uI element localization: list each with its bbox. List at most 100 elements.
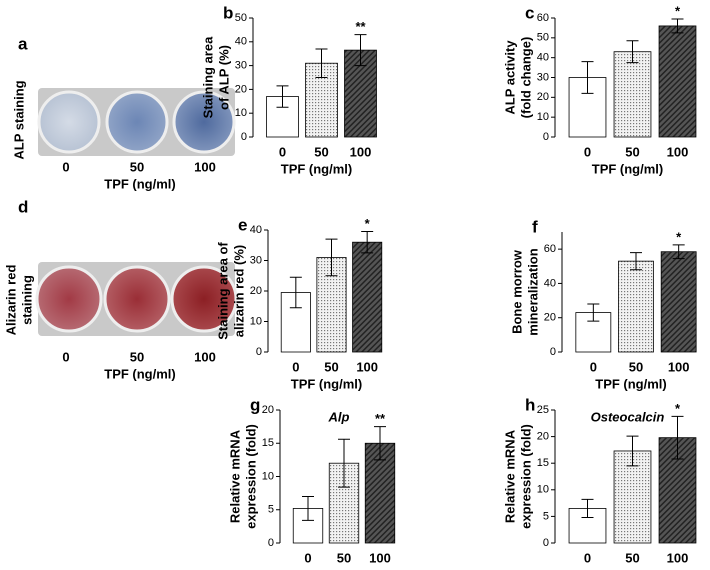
x-tick-label: 0 [584, 144, 591, 159]
significance-mark: ** [375, 411, 386, 426]
y-tick-label: 60 [544, 243, 556, 255]
photo-well [35, 265, 103, 333]
x-tick-label: 50 [130, 349, 144, 364]
x-axis-label: TPF (ng/ml) [592, 567, 664, 570]
error-bar [354, 34, 367, 67]
y-tick-label: 5 [268, 504, 274, 516]
y-tick-label: 20 [262, 404, 274, 416]
y-tick-label: 0 [256, 346, 262, 358]
y-tick-label: 10 [235, 107, 247, 119]
y-axis-label: Bone morrow [509, 249, 524, 334]
gene-label: Alp [328, 409, 350, 424]
x-tick-label: 50 [324, 359, 338, 374]
x-axis-label: TPF (ng/ml) [291, 376, 363, 391]
x-tick-label: 0 [279, 144, 286, 159]
error-bar [315, 48, 328, 78]
y-tick-label: 20 [537, 91, 549, 103]
x-tick-label: 0 [304, 550, 311, 565]
x-tick-label: 100 [350, 144, 372, 159]
y-tick-label: 10 [537, 484, 549, 496]
y-axis-label: alizarin red (%) [231, 245, 246, 337]
panel-letter: c [525, 3, 534, 22]
x-tick-label: 100 [194, 349, 216, 364]
y-tick-label: 25 [537, 404, 549, 416]
bar [658, 25, 697, 138]
x-tick-label: 100 [668, 359, 690, 374]
panel-letter: f [532, 217, 538, 236]
y-tick-label: 10 [250, 315, 262, 327]
x-tick-label: 50 [130, 159, 144, 174]
x-tick-label: 0 [62, 349, 69, 364]
y-axis-label: of ALP (%) [216, 45, 231, 110]
error-bar [325, 238, 338, 277]
x-tick-label: 50 [625, 144, 639, 159]
y-tick-label: 10 [262, 470, 274, 482]
error-bar [338, 438, 350, 488]
y-tick-label: 20 [250, 285, 262, 297]
y-tick-label: 40 [537, 52, 549, 64]
y-axis-label: Relative mRNA [502, 429, 517, 523]
x-tick-label: 0 [62, 159, 69, 174]
y-tick-label: 5 [543, 510, 549, 522]
x-tick-label: 100 [194, 159, 216, 174]
y-axis-label: expression (fold) [243, 424, 258, 529]
error-bar [587, 303, 600, 322]
error-bar [581, 498, 594, 518]
x-tick-label: 0 [584, 550, 591, 565]
y-tick-label: 30 [235, 60, 247, 72]
photo-label: ALP staining [11, 80, 26, 159]
bar [352, 241, 383, 353]
y-tick-label: 60 [537, 12, 549, 24]
y-tick-label: 20 [235, 83, 247, 95]
error-bar [626, 40, 639, 64]
y-axis-label: (fold change) [518, 37, 533, 119]
error-bar [626, 435, 639, 467]
y-tick-label: 20 [544, 312, 556, 324]
photo-well [37, 90, 101, 154]
photo-label: Alizarin red [3, 265, 18, 336]
photo-well [105, 90, 169, 154]
x-tick-label: 100 [667, 550, 689, 565]
photo-label: staining [19, 275, 34, 325]
x-tick-label: 100 [369, 550, 391, 565]
error-bar [581, 61, 594, 94]
bar [613, 51, 652, 138]
y-tick-label: 30 [537, 71, 549, 83]
y-axis-label: Staining area [200, 36, 215, 118]
bar [613, 450, 652, 544]
y-tick-label: 0 [543, 131, 549, 143]
x-axis-label: TPF (ng/ml) [592, 161, 664, 176]
y-tick-label: 40 [235, 36, 247, 48]
y-tick-label: 50 [537, 32, 549, 44]
y-axis-label: Relative mRNA [227, 429, 242, 523]
y-tick-label: 50 [235, 12, 247, 24]
x-axis-label: TPF (ng/ml) [303, 567, 375, 570]
photo-well [172, 90, 236, 154]
x-tick-label: 50 [629, 359, 643, 374]
y-tick-label: 0 [550, 346, 556, 358]
photo-well [170, 265, 238, 333]
error-bar [276, 85, 289, 108]
error-bar [289, 276, 302, 309]
x-axis-label: TPF (ng/ml) [595, 376, 667, 391]
panel-letter: a [18, 34, 28, 53]
y-tick-label: 20 [537, 431, 549, 443]
x-axis-label: TPF (ng/ml) [104, 176, 176, 191]
x-tick-label: 100 [356, 359, 378, 374]
error-bar [630, 252, 642, 271]
x-tick-label: 0 [590, 359, 597, 374]
y-axis-label: ALP activity [502, 40, 517, 115]
x-tick-label: 50 [337, 550, 351, 565]
y-axis-label: mineralization [525, 248, 540, 335]
y-tick-label: 10 [537, 111, 549, 123]
panel-letter: b [223, 3, 233, 22]
y-tick-label: 0 [543, 537, 549, 549]
bar [660, 251, 697, 353]
gene-label: Osteocalcin [591, 409, 665, 424]
x-tick-label: 0 [292, 359, 299, 374]
significance-mark: * [675, 401, 681, 416]
panel-letter: h [525, 395, 535, 414]
y-tick-label: 0 [241, 131, 247, 143]
y-tick-label: 15 [262, 437, 274, 449]
